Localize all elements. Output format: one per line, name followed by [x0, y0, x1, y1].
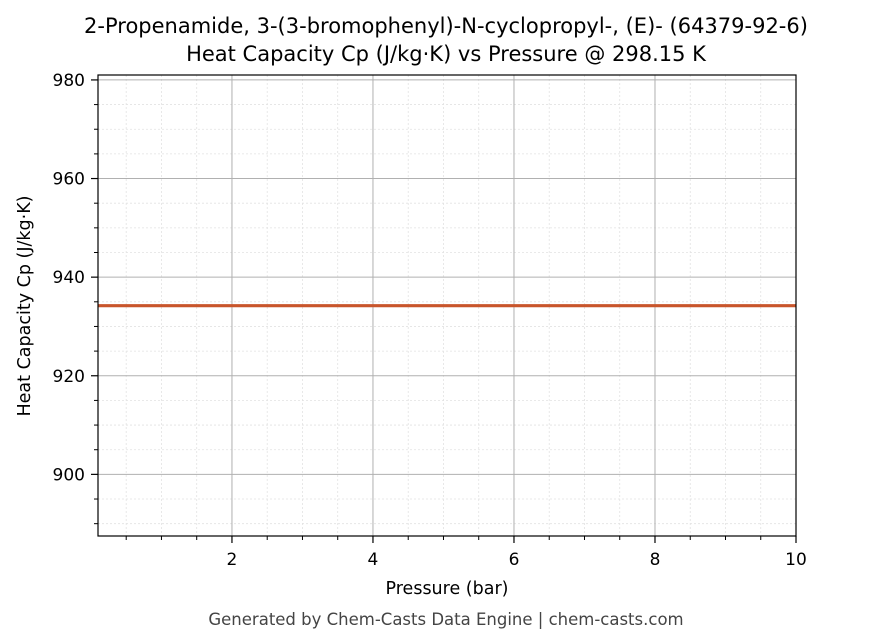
footer-credit: Generated by Chem-Casts Data Engine | ch… [208, 610, 683, 629]
y-tick-label: 960 [53, 170, 85, 190]
minor-grid [98, 75, 796, 536]
axis-ticks: 2 4 6 8 10 900 920 940 960 980 [53, 71, 807, 570]
x-tick-label: 2 [227, 550, 238, 570]
x-axis-label: Pressure (bar) [386, 579, 509, 599]
chart-subtitle: Heat Capacity Cp (J/kg·K) vs Pressure @ … [186, 42, 707, 66]
plot-frame [97, 74, 797, 537]
y-tick-label: 920 [53, 367, 85, 387]
x-tick-label: 4 [368, 550, 379, 570]
x-tick-label: 6 [509, 550, 520, 570]
x-tick-label: 8 [650, 550, 661, 570]
y-tick-label: 940 [53, 268, 85, 288]
y-tick-label: 980 [53, 71, 85, 91]
y-axis-label: Heat Capacity Cp (J/kg·K) [15, 196, 35, 417]
y-tick-label: 900 [53, 465, 85, 485]
chart-title: 2-Propenamide, 3-(3-bromophenyl)-N-cyclo… [84, 14, 808, 38]
x-tick-label: 10 [785, 550, 807, 570]
